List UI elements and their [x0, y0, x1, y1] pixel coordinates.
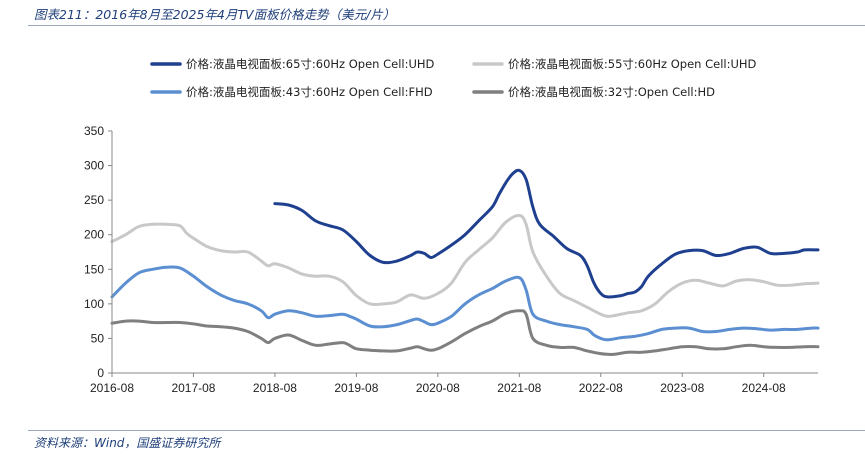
x-tick-label: 2023-08 — [660, 381, 704, 395]
legend-label-1: 价格:液晶电视面板:55寸:60Hz Open Cell:UHD — [508, 57, 757, 71]
y-tick-label: 100 — [84, 297, 104, 311]
x-tick-label: 2019-08 — [334, 381, 378, 395]
x-tick-label: 2018-08 — [253, 381, 297, 395]
x-tick-label: 2021-08 — [497, 381, 541, 395]
series-layer — [110, 168, 820, 357]
x-tick-label: 2024-08 — [742, 381, 786, 395]
x-tick-label: 2022-08 — [579, 381, 623, 395]
y-tick-label: 200 — [84, 228, 104, 242]
title-rule — [28, 25, 865, 26]
y-tick-label: 300 — [84, 159, 104, 173]
y-tick-label: 0 — [97, 366, 104, 380]
source-note: 资料来源：Wind，国盛证券研究所 — [34, 436, 221, 450]
x-tick-label: 2016-08 — [90, 381, 134, 395]
series-line-2 — [110, 265, 820, 342]
axes: 0 50 100 150 200 250 300 350 2016-08 2017-08 2018-… — [84, 124, 818, 395]
chart-title: 图表211：2016年8月至2025年4月TV面板价格走势（美元/片） — [34, 7, 396, 22]
legend-label-2: 价格:液晶电视面板:43寸:60Hz Open Cell:FHD — [186, 85, 433, 99]
line-chart: 价格:液晶电视面板:65寸:60Hz Open Cell:UHD 价格:液晶电视面… — [84, 57, 820, 395]
x-tick-label: 2020-08 — [416, 381, 460, 395]
y-tick-label: 250 — [84, 193, 104, 207]
series-line-3 — [110, 309, 820, 357]
legend-label-3: 价格:液晶电视面板:32寸:Open Cell:HD — [508, 85, 715, 99]
y-tick-label: 50 — [91, 331, 105, 345]
legend: 价格:液晶电视面板:65寸:60Hz Open Cell:UHD 价格:液晶电视面… — [150, 57, 757, 99]
source-rule — [28, 430, 865, 431]
y-tick-label: 150 — [84, 262, 104, 276]
y-tick-label: 350 — [84, 124, 104, 138]
legend-label-0: 价格:液晶电视面板:65寸:60Hz Open Cell:UHD — [186, 57, 435, 71]
series-line-1 — [110, 213, 820, 318]
x-tick-label: 2017-08 — [171, 381, 215, 395]
series-line-0 — [273, 168, 820, 299]
